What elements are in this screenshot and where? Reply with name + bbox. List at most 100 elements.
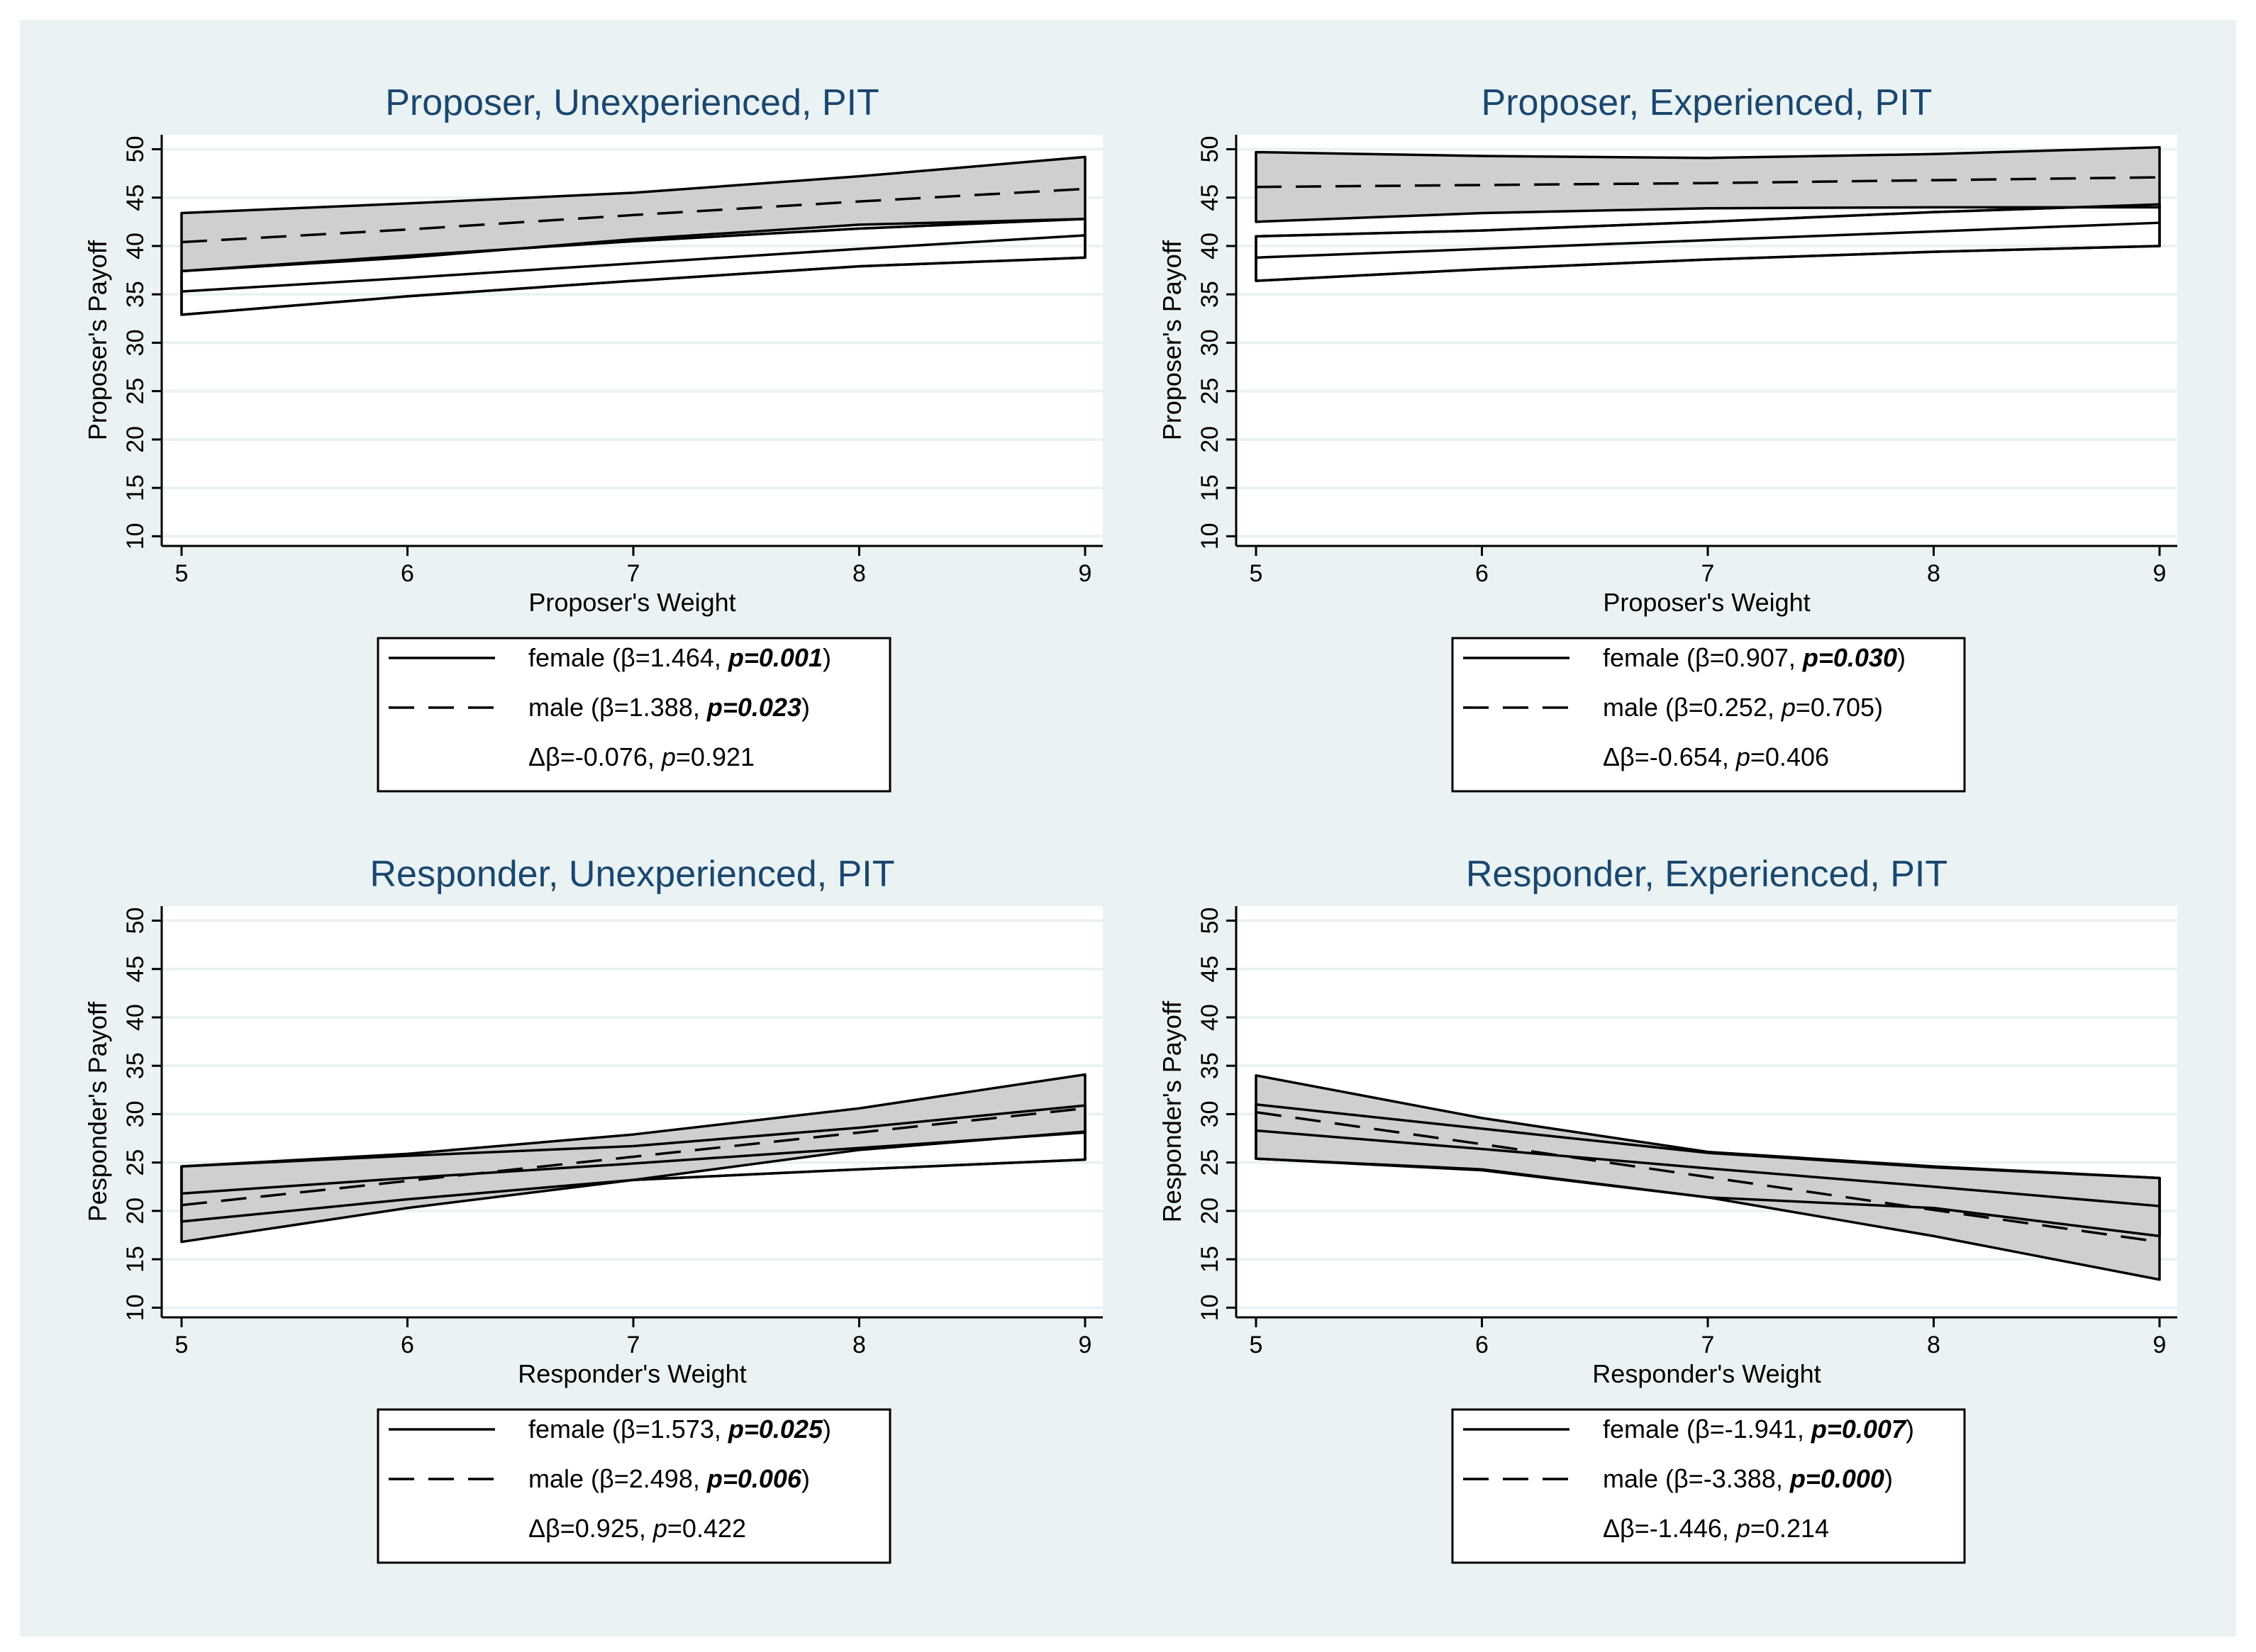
x-tick-label: 5 — [1250, 560, 1263, 587]
legend-text: male (β=-3.388, — [1603, 1464, 1790, 1493]
y-tick-label: 45 — [122, 184, 149, 211]
y-tick-label: 25 — [1196, 378, 1223, 405]
legend-text: female (β=1.464, — [528, 643, 728, 672]
legend-label-diff: Δβ=-0.654, p=0.406 — [1603, 742, 1829, 771]
chart-title: Proposer, Experienced, PIT — [1482, 82, 1933, 123]
y-tick-label: 35 — [1196, 281, 1223, 308]
y-axis-label: Proposer's Payoff — [83, 240, 112, 440]
y-tick-label: 15 — [122, 474, 149, 501]
y-tick-label: 35 — [1196, 1052, 1223, 1079]
x-tick-label: 6 — [1475, 1332, 1489, 1358]
chart-panel-4: Responder, Experienced, PIT 10 15 20 25 30 35 4… — [1157, 854, 2177, 1564]
y-axis-label: Responder's Payoff — [1157, 1000, 1187, 1222]
y-tick-label: 45 — [122, 956, 149, 983]
x-tick-label: 8 — [852, 560, 866, 587]
fit-line-female — [181, 234, 1086, 293]
chart-title: Responder, Experienced, PIT — [1466, 854, 1947, 895]
y-tick-label: 40 — [122, 1004, 149, 1031]
y-tick-label: 20 — [122, 426, 149, 453]
fit-line-male — [1255, 176, 2160, 189]
legend-text: male (β=2.498, — [528, 1464, 707, 1493]
legend-text: Δβ=0.925, — [528, 1514, 653, 1543]
y-tick-label: 45 — [1196, 956, 1223, 983]
y-tick-label: 10 — [1196, 1294, 1223, 1321]
legend-text: =0.406 — [1750, 742, 1829, 771]
legend-p: p=0.006 — [706, 1464, 802, 1493]
y-tick-label: 25 — [122, 1149, 149, 1176]
y-tick-label: 50 — [1196, 136, 1223, 163]
y-tick-label: 10 — [1196, 523, 1223, 549]
ci-band-outline-female — [180, 217, 1087, 316]
x-tick-label: 8 — [1927, 1332, 1940, 1358]
ci-band-outline-female — [1255, 1103, 2161, 1238]
x-tick-label: 5 — [175, 1332, 189, 1358]
legend-p: p — [1735, 1514, 1750, 1543]
x-axis-label: Responder's Weight — [1592, 1359, 1821, 1388]
legend-box — [377, 637, 891, 793]
legend-label-female: female (β=-1.941, p=0.007) — [1603, 1414, 1914, 1444]
ci-band-outline-female — [180, 1104, 1087, 1223]
legend-p: p=0.000 — [1789, 1464, 1884, 1493]
legend-label-female: female (β=1.464, p=0.001) — [528, 643, 831, 672]
legend-text: ) — [823, 1414, 831, 1444]
x-tick-label: 7 — [1701, 560, 1715, 587]
legend-p: p — [661, 742, 676, 771]
legend-text: ) — [1897, 643, 1906, 672]
y-tick-label: 10 — [122, 1294, 149, 1321]
x-tick-label: 5 — [1250, 1332, 1263, 1358]
y-tick-label: 30 — [1196, 329, 1223, 356]
legend-box — [377, 1408, 891, 1564]
legend-label-diff: Δβ=-0.076, p=0.921 — [528, 742, 755, 771]
legend-label-male: male (β=1.388, p=0.023) — [528, 693, 810, 722]
legend-label-diff: Δβ=0.925, p=0.422 — [528, 1514, 746, 1543]
y-tick-label: 50 — [122, 136, 149, 163]
legend-p: p — [1781, 693, 1796, 722]
fit-line-female — [1255, 1129, 2160, 1207]
y-tick-label: 40 — [1196, 1004, 1223, 1031]
legend-p: p — [652, 1514, 667, 1543]
legend-p: p=0.030 — [1802, 643, 1897, 672]
y-axis-label: Proposer's Payoff — [1157, 240, 1187, 440]
legend-box — [1451, 637, 1966, 793]
legend-text: female (β=-1.941, — [1603, 1414, 1811, 1444]
chart-title: Proposer, Unexperienced, PIT — [385, 82, 879, 123]
legend-p: p=0.001 — [728, 643, 823, 672]
y-tick-label: 15 — [1196, 474, 1223, 501]
ci-band-outline-female — [1255, 203, 2161, 282]
x-tick-label: 7 — [1701, 1332, 1715, 1358]
x-tick-label: 9 — [1079, 1332, 1092, 1358]
y-tick-label: 50 — [1196, 908, 1223, 934]
y-tick-label: 10 — [122, 523, 149, 549]
y-tick-label: 40 — [1196, 233, 1223, 259]
legend-text: ) — [823, 643, 831, 672]
legend-label-female: female (β=0.907, p=0.030) — [1603, 643, 1906, 672]
legend-label-male: male (β=-3.388, p=0.000) — [1603, 1464, 1893, 1493]
y-tick-label: 35 — [122, 281, 149, 308]
y-tick-label: 25 — [122, 378, 149, 405]
x-tick-label: 9 — [1079, 560, 1092, 587]
legend-text: ) — [801, 1464, 810, 1493]
legend-text: ) — [801, 693, 810, 722]
legend-text: =0.214 — [1750, 1514, 1829, 1543]
legend-text: Δβ=-1.446, — [1603, 1514, 1736, 1543]
y-tick-label: 20 — [1196, 1198, 1223, 1224]
legend-label-male: male (β=0.252, p=0.705) — [1603, 693, 1883, 722]
x-tick-label: 7 — [627, 560, 640, 587]
x-axis-label: Proposer's Weight — [528, 588, 735, 617]
x-tick-label: 6 — [401, 560, 414, 587]
chart-panel-2: Proposer, Experienced, PIT 10 15 20 25 30 35 40… — [1157, 82, 2177, 793]
legend-text: female (β=1.573, — [528, 1414, 728, 1444]
chart-title: Responder, Unexperienced, PIT — [370, 854, 895, 895]
legend-label-female: female (β=1.573, p=0.025) — [528, 1414, 831, 1444]
y-tick-label: 20 — [1196, 426, 1223, 453]
y-tick-label: 30 — [122, 1100, 149, 1127]
fit-line-male — [1255, 1110, 2160, 1244]
chart-panel-1: Proposer, Unexperienced, PIT 10 15 20 25 30 35… — [83, 82, 1103, 793]
legend-p: p=0.023 — [706, 693, 801, 722]
y-tick-label: 35 — [122, 1052, 149, 1079]
y-tick-label: 20 — [122, 1198, 149, 1224]
legend-text: =0.422 — [667, 1514, 746, 1543]
legend-text: ) — [1884, 1464, 1893, 1493]
legend-label-male: male (β=2.498, p=0.006) — [528, 1464, 810, 1493]
